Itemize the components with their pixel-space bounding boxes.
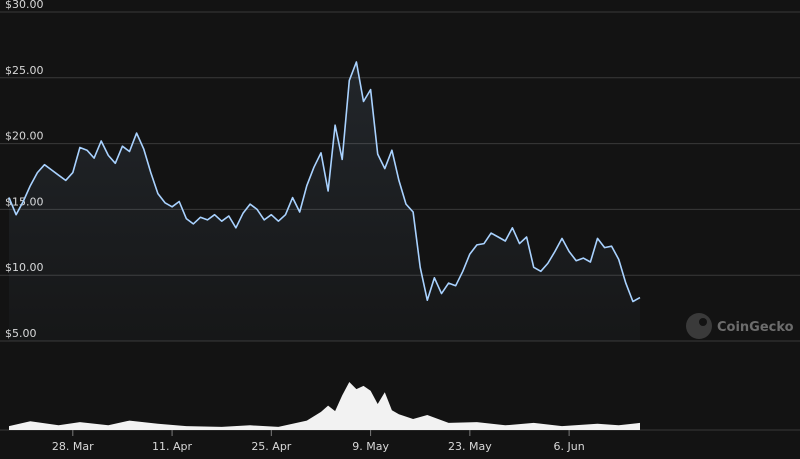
y-tick-label: $20.00	[5, 130, 44, 143]
x-tick-label: 9. May	[352, 440, 389, 453]
coingecko-watermark: CoinGecko	[686, 313, 794, 339]
x-tick-label: 25. Apr	[251, 440, 291, 453]
watermark-text: CoinGecko	[717, 320, 794, 335]
x-tick-label: 23. May	[448, 440, 492, 453]
y-tick-label: $30.00	[5, 0, 44, 11]
price-series-line	[8, 61, 641, 303]
x-tick-label: 11. Apr	[152, 440, 192, 453]
y-tick-label: $25.00	[5, 64, 44, 77]
volume-area	[9, 382, 640, 430]
gecko-eye-icon	[699, 318, 707, 326]
x-tick-label: 28. Mar	[52, 440, 94, 453]
x-tick-label: 6. Jun	[554, 440, 585, 453]
price-area-fill	[9, 62, 640, 341]
coingecko-gecko-icon	[686, 313, 712, 339]
x-axis-ticks: 28. Mar 11. Apr 25. Apr 9. May 23. May 6. Jun	[52, 430, 585, 453]
